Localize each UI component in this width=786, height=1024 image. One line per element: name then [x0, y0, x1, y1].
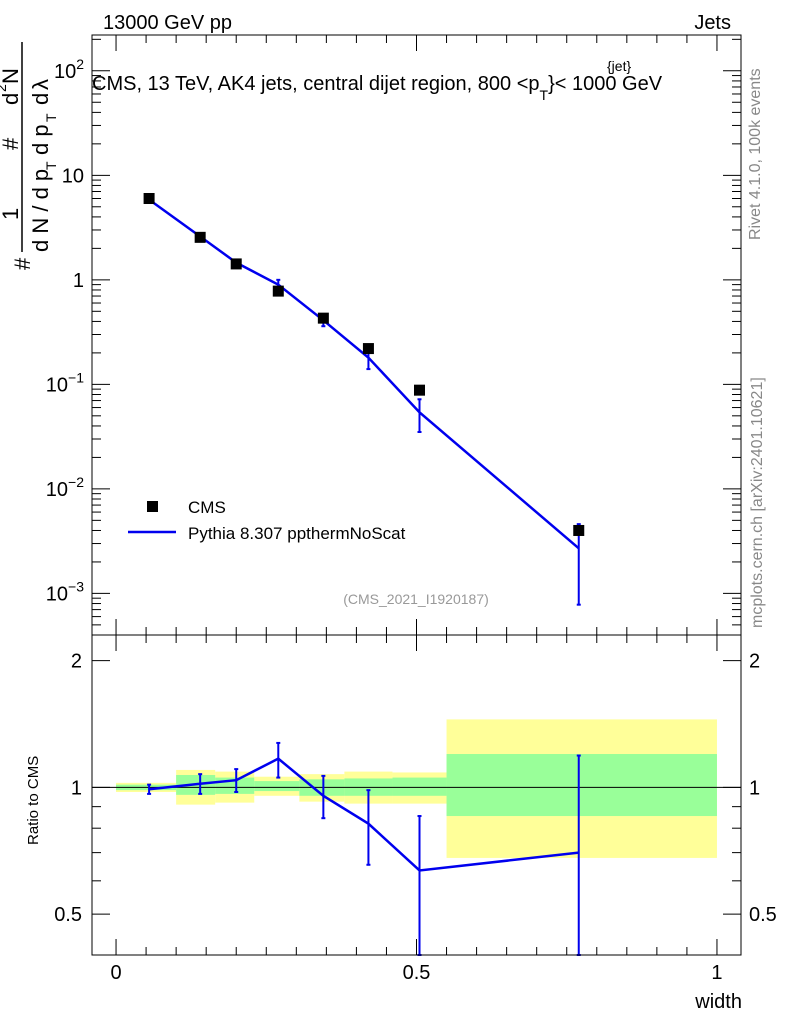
main-frame	[91, 34, 742, 636]
x-tick-label: 0.5	[403, 962, 431, 984]
data-point	[414, 384, 426, 396]
svg-text:1: 1	[0, 208, 23, 220]
ratio-y-tick-label-left: 2	[71, 651, 82, 673]
svg-text:d N / d p: d N / d p	[28, 169, 53, 252]
energy-label: 13000 GeV pp	[103, 12, 232, 34]
data-point	[317, 312, 329, 324]
data-point	[230, 258, 242, 270]
ratio-y-tick-label-right: 1	[749, 777, 760, 799]
data-point	[362, 343, 374, 355]
title-sub: T	[540, 87, 549, 103]
ratio-line	[148, 757, 579, 872]
data-point	[272, 285, 284, 297]
data-point	[573, 524, 585, 536]
legend-cms-label: CMS	[188, 498, 226, 517]
x-axis-title: width	[694, 991, 742, 1013]
svg-text:d: d	[28, 93, 53, 105]
svg-text:N: N	[0, 68, 23, 84]
svg-text:CMS, 13 TeV, AK4 jets, central: CMS, 13 TeV, AK4 jets, central dijet reg…	[92, 73, 663, 103]
mcplots-label: mcplots.cern.ch [arXiv:2401.10621]	[749, 377, 766, 628]
legend: CMS Pythia 8.307 ppthermNoScat	[128, 498, 406, 543]
svg-text:T: T	[43, 113, 59, 122]
y-tick-label: 10−1	[46, 369, 84, 396]
svg-text:#: #	[10, 257, 35, 270]
svg-text:d p: d p	[28, 124, 53, 155]
title-end: }< 1000 GeV	[548, 73, 663, 95]
ratio-y-tick-label-right: 2	[749, 651, 760, 673]
rivet-label: Rivet 4.1.0, 100k events	[747, 68, 764, 240]
uncertainty-band-inner	[392, 777, 447, 796]
svg-text:d: d	[0, 93, 23, 105]
mc-line	[148, 198, 580, 550]
uncertainty-band-inner	[254, 781, 300, 792]
svg-text:#: #	[0, 137, 23, 150]
title-sup: {jet}	[607, 58, 631, 74]
plot-title: CMS, 13 TeV, AK4 jets, central dijet reg…	[92, 58, 663, 103]
analysis-tag: (CMS_2021_I1920187)	[343, 591, 489, 607]
ratio-y-tick-label-right: 0.5	[749, 904, 777, 926]
ratio-y-title: Ratio to CMS	[25, 756, 42, 845]
title-main: CMS, 13 TeV, AK4 jets, central dijet reg…	[92, 73, 540, 95]
data-point	[143, 193, 155, 205]
uncertainty-band-inner	[446, 754, 717, 817]
ratio-y-tick-label-left: 0.5	[54, 904, 82, 926]
y-tick-label: 10−3	[46, 578, 84, 605]
y-tick-label: 1	[73, 270, 84, 292]
y-axis-title: # 1 d N / d p T # d p T d d 2 N λ	[0, 42, 59, 270]
x-tick-label: 0	[110, 962, 121, 984]
x-tick-label: 1	[711, 962, 722, 984]
svg-text:T: T	[43, 161, 59, 170]
main-plot: 10−3 10−2 10−1 1 10 102	[46, 34, 742, 636]
svg-text:2: 2	[0, 84, 9, 92]
ratio-plot: 0.5 0.5 1 1 2 2 0 0.5 1	[54, 634, 777, 984]
y-tick-label: 102	[54, 56, 84, 83]
svg-text:λ: λ	[28, 79, 53, 90]
ratio-y-tick-label-left: 1	[71, 777, 82, 799]
data-point	[194, 231, 206, 243]
y-tick-label: 10−2	[46, 474, 84, 501]
y-tick-label: 10	[62, 165, 84, 187]
legend-cms-marker	[147, 501, 158, 512]
legend-mc-label: Pythia 8.307 ppthermNoScat	[188, 524, 406, 543]
category-label: Jets	[694, 12, 731, 34]
